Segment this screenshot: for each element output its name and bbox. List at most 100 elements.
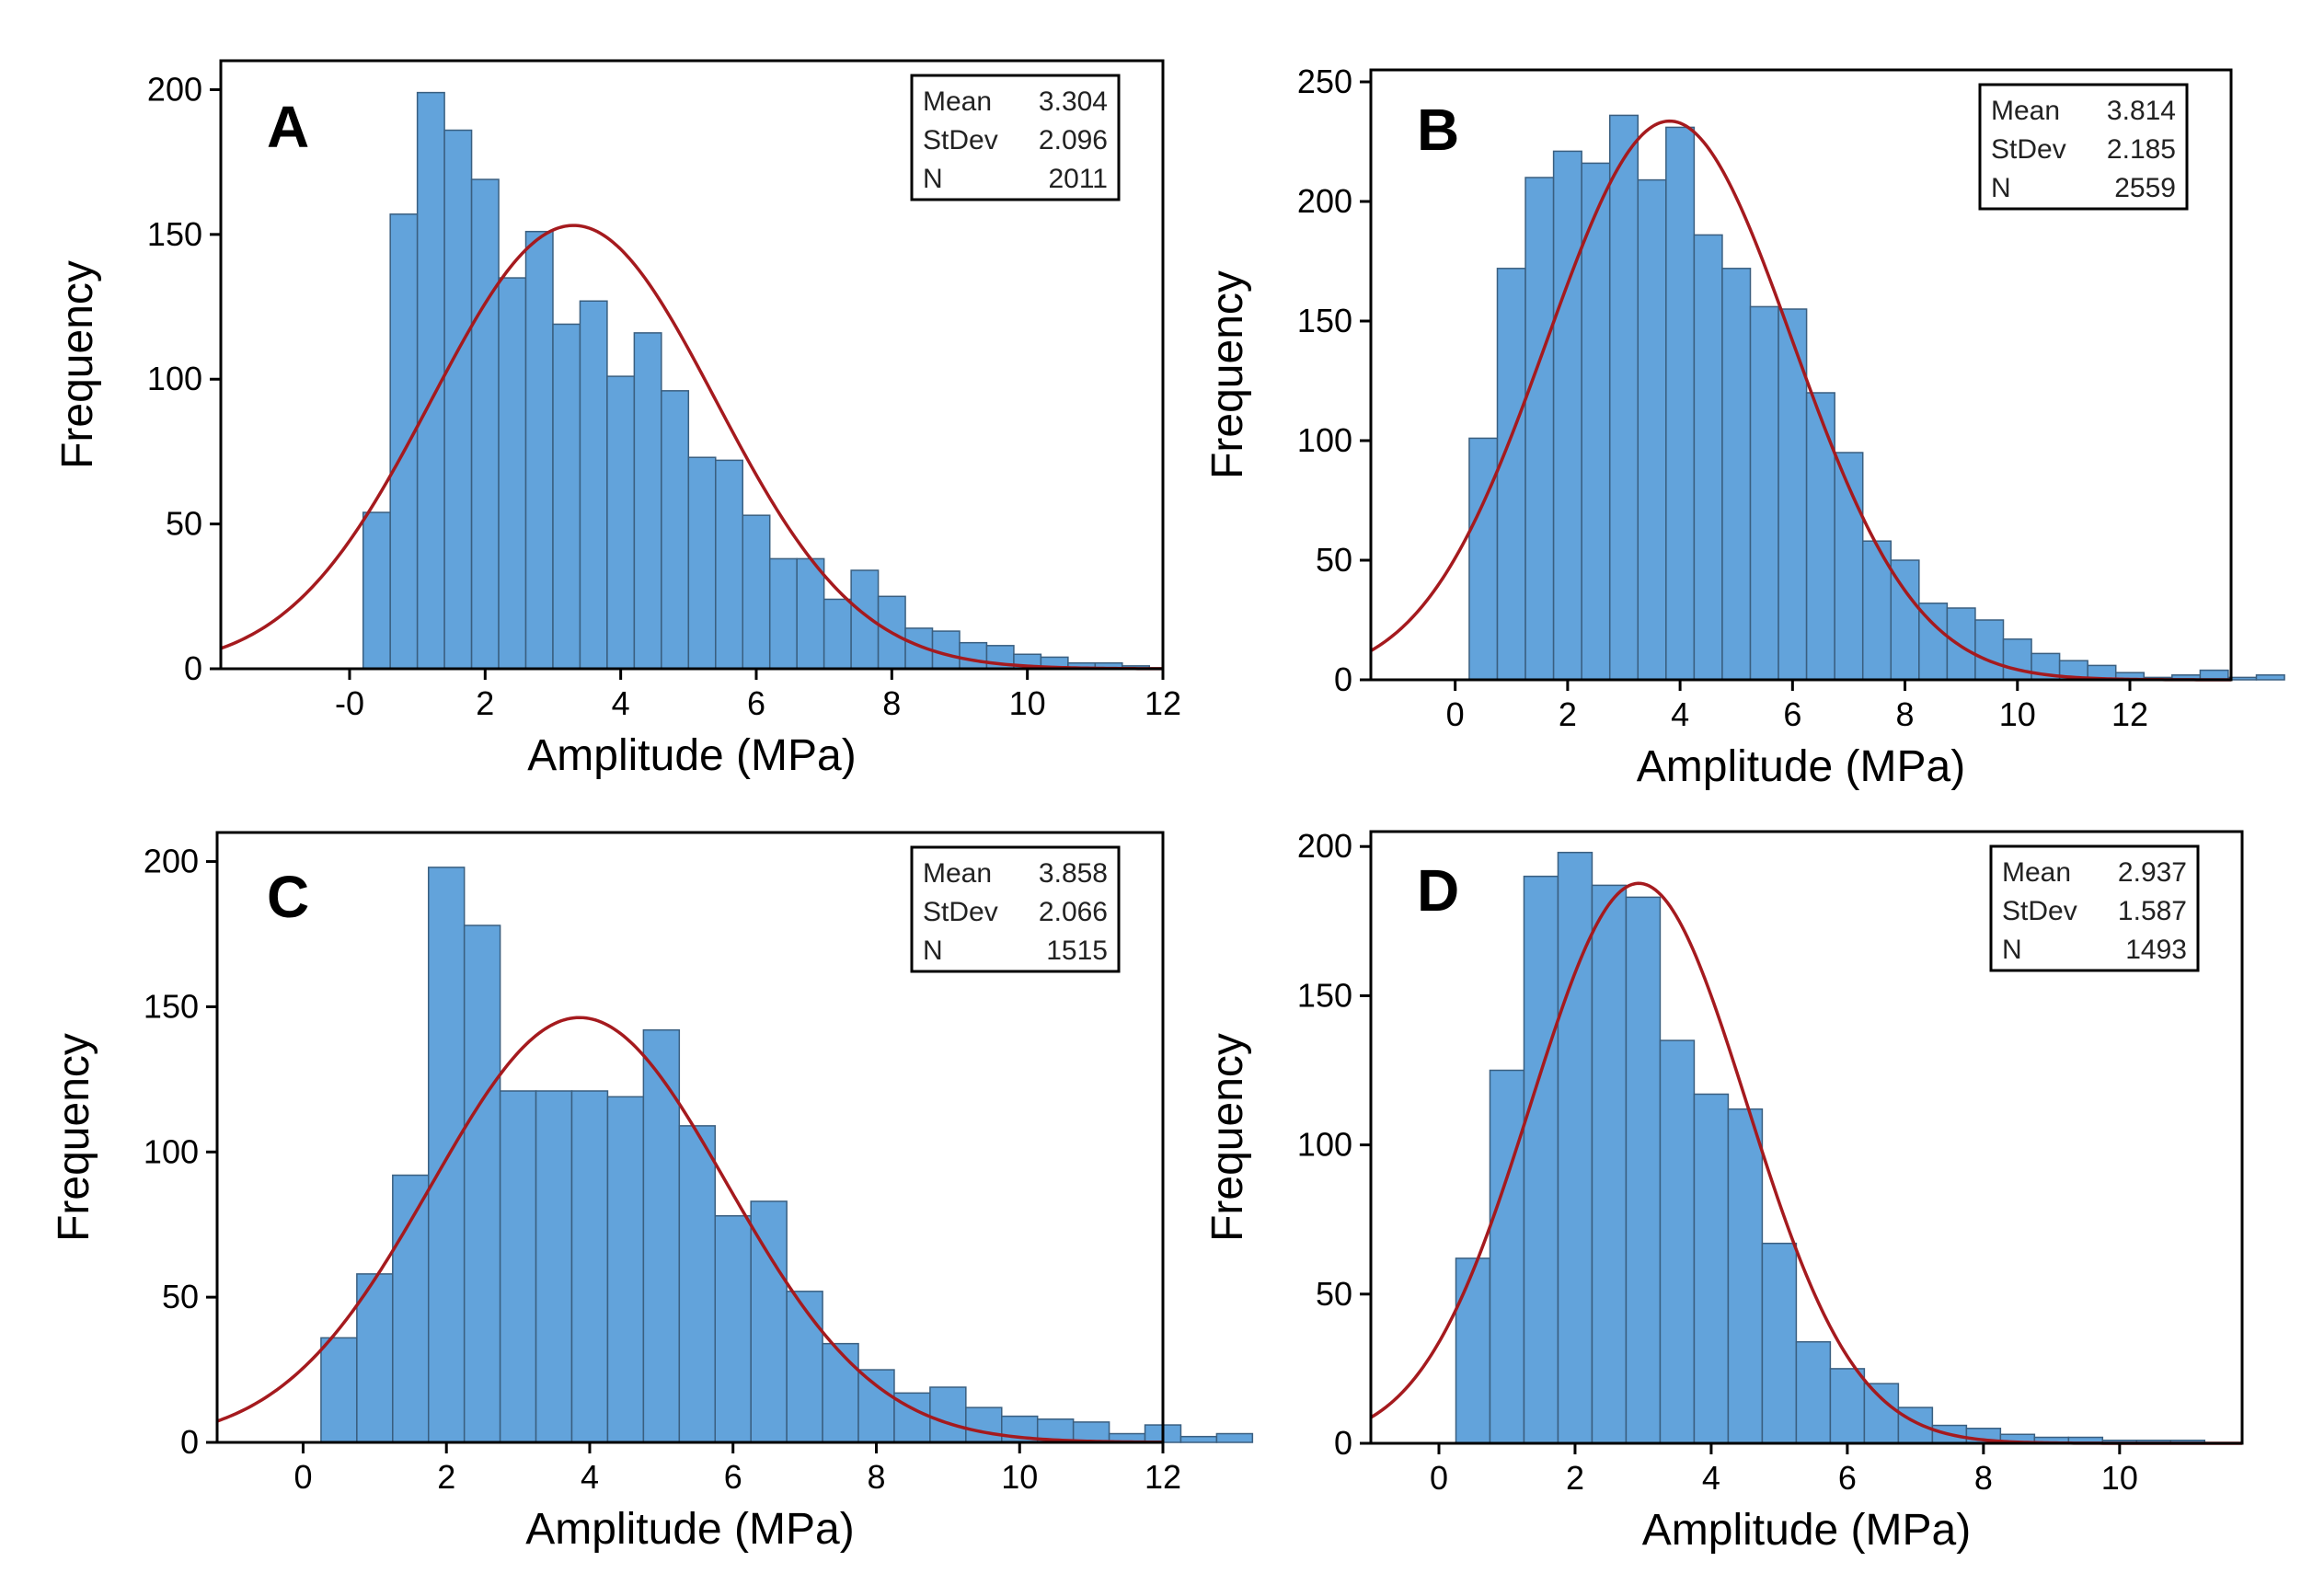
panel-b-bar bbox=[1974, 619, 2005, 681]
panel-d-bar bbox=[1761, 1242, 1798, 1444]
panel-c-x-tick-label: 8 bbox=[867, 1458, 885, 1496]
panel-b-x-tick-label: 10 bbox=[1999, 695, 2036, 733]
panel-b-stats-stdev-value: 2.185 bbox=[2107, 134, 2176, 165]
panel-b-y-tick-label: 150 bbox=[1297, 302, 1352, 339]
panel-c-bar bbox=[678, 1125, 717, 1443]
panel-d-y-tick-label: 50 bbox=[1316, 1275, 1352, 1313]
panel-a-y-tick-label: 0 bbox=[184, 649, 202, 687]
panel-c-stats-n-value: 1515 bbox=[1046, 936, 1108, 966]
panel-a-bar bbox=[498, 277, 527, 670]
panel-a-stats-n-label: N bbox=[923, 164, 943, 194]
panel-b-stats-box: Mean 3.814 StDev 2.185 N 2559 bbox=[1978, 83, 2189, 211]
panel-c-y-tick-label: 0 bbox=[180, 1423, 199, 1461]
panel-a-bar bbox=[389, 213, 419, 670]
panel-a-bar bbox=[931, 630, 961, 670]
panel-b-bar bbox=[1496, 268, 1526, 681]
panel-c-bar bbox=[822, 1342, 859, 1443]
panel-d-stats-mean-label: Mean bbox=[2002, 857, 2071, 888]
panel-a-bar bbox=[959, 641, 988, 670]
panel-c-stats-stdev-value: 2.066 bbox=[1039, 897, 1108, 927]
panel-c-stats-box: Mean 3.858 StDev 2.066 N 1515 bbox=[910, 845, 1121, 973]
panel-b-bar bbox=[1608, 114, 1639, 681]
panel-a-bar bbox=[552, 323, 581, 670]
panel-c-y-tick-label: 200 bbox=[144, 843, 199, 880]
panel-d-stats-n-label: N bbox=[2002, 935, 2022, 965]
panel-a-stats-n-value: 2011 bbox=[1048, 164, 1108, 194]
panel-a-bar bbox=[687, 456, 717, 670]
panel-b-x-tick-label: 4 bbox=[1671, 695, 1689, 733]
panel-b-x-tick-label: 2 bbox=[1559, 695, 1577, 733]
panel-b-x-tick-label: 12 bbox=[2111, 695, 2148, 733]
panel-b-y-axis-title: Frequency bbox=[1203, 270, 1252, 479]
panel-a: -0 2 4 6 8 10 12 0 50 100 150 200 Amplitude (MPa) Fre… bbox=[53, 59, 1181, 780]
panel-d-x-tick-label: 10 bbox=[2101, 1459, 2138, 1497]
panel-c-bar bbox=[570, 1090, 609, 1443]
panel-b-stats-mean-label: Mean bbox=[1991, 96, 2060, 126]
panel-d-y-tick-label: 150 bbox=[1297, 976, 1352, 1014]
panel-a-x-tick-label: 10 bbox=[1009, 684, 1046, 722]
panel-b-stats-mean-value: 3.814 bbox=[2107, 96, 2176, 126]
panel-c: 0 2 4 6 8 10 12 0 50 100 150 200 Amplitude (MPa) Freq… bbox=[50, 831, 1254, 1554]
panel-d-bar bbox=[1829, 1368, 1866, 1444]
panel-d-bar bbox=[1625, 896, 1662, 1444]
panel-d-bar bbox=[1455, 1257, 1491, 1444]
panel-d-x-tick-label: 8 bbox=[1974, 1459, 1993, 1497]
panel-b-x-tick-label: 0 bbox=[1446, 695, 1465, 733]
panel-c-panel-label: C bbox=[267, 864, 309, 930]
panel-d-stats-frame bbox=[1989, 844, 2200, 972]
panel-a-bar bbox=[661, 390, 690, 670]
panel-d-stats-box: Mean 2.937 StDev 1.587 N 1493 bbox=[1989, 844, 2200, 972]
panel-d-bar bbox=[1727, 1108, 1764, 1444]
panel-c-stats-n-label: N bbox=[923, 936, 943, 966]
panel-c-x-tick-label: 10 bbox=[1001, 1458, 1038, 1496]
panel-b-bar bbox=[2002, 638, 2032, 681]
panel-b-stats-n-value: 2559 bbox=[2114, 173, 2176, 203]
panel-c-stats-stdev-label: StDev bbox=[923, 897, 998, 927]
panel-d-y-axis-title: Frequency bbox=[1203, 1033, 1252, 1242]
panel-d-y-tick-label: 200 bbox=[1297, 827, 1352, 865]
panel-d-bar bbox=[1897, 1407, 1934, 1444]
panel-a-plot-frame bbox=[219, 59, 1165, 671]
panel-d-bar bbox=[1591, 884, 1628, 1444]
panel-d-bar bbox=[1557, 851, 1593, 1444]
panel-c-bar bbox=[535, 1090, 573, 1443]
panel-a-y-tick-label: 50 bbox=[166, 505, 202, 543]
panel-a-stats-stdev-label: StDev bbox=[923, 125, 998, 155]
panel-b-bar bbox=[1946, 607, 1976, 681]
panel-c-x-axis-title: Amplitude (MPa) bbox=[525, 1505, 854, 1554]
panel-a-bar bbox=[443, 129, 473, 670]
panel-a-bar bbox=[524, 230, 554, 670]
panel-b-bar bbox=[1468, 437, 1499, 681]
panel-a-x-axis-title: Amplitude (MPa) bbox=[527, 731, 856, 780]
panel-a-bar bbox=[850, 569, 880, 670]
panel-b-bar bbox=[1721, 268, 1752, 681]
panel-b-bar bbox=[1890, 559, 1920, 681]
panel-d-x-tick-label: 6 bbox=[1838, 1459, 1857, 1497]
panel-a-stats-mean-label: Mean bbox=[923, 86, 992, 117]
panel-a-x-tick-label: 4 bbox=[612, 684, 630, 722]
panel-d-bar bbox=[1795, 1340, 1832, 1444]
panel-a-bar bbox=[768, 557, 798, 670]
panel-c-bar bbox=[786, 1291, 823, 1443]
panel-a-bar bbox=[579, 300, 608, 670]
panel-a-bar bbox=[823, 598, 852, 670]
panel-d-x-tick-label: 2 bbox=[1566, 1459, 1584, 1497]
panel-b-x-axis-title: Amplitude (MPa) bbox=[1637, 742, 1965, 791]
panel-a-y-axis-title: Frequency bbox=[53, 260, 102, 469]
panel-d-bar bbox=[1863, 1383, 1900, 1444]
panel-a-bar bbox=[715, 459, 744, 670]
panel-c-bar bbox=[642, 1028, 681, 1443]
panel-d-y-tick-label: 100 bbox=[1297, 1126, 1352, 1164]
panel-a-x-tick-label: 2 bbox=[476, 684, 494, 722]
panel-d-bar bbox=[1523, 875, 1559, 1444]
panel-c-bar bbox=[929, 1386, 967, 1443]
panel-a-x-tick-label: 12 bbox=[1145, 684, 1181, 722]
panel-c-bar bbox=[1179, 1435, 1218, 1443]
panel-c-y-tick-label: 50 bbox=[162, 1278, 199, 1315]
panel-c-stats-frame bbox=[910, 845, 1121, 973]
panel-b-stats-frame bbox=[1978, 83, 2189, 211]
panel-c-x-tick-label: 0 bbox=[293, 1458, 312, 1496]
panel-c-bar bbox=[857, 1369, 895, 1443]
